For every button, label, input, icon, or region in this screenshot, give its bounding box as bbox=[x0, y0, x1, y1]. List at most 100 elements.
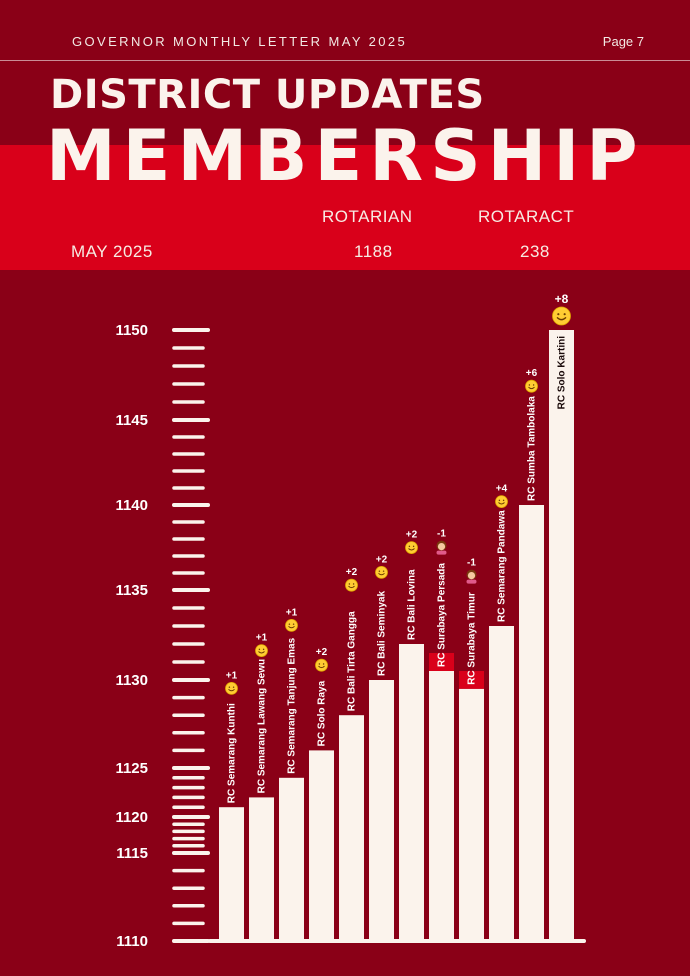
header-divider bbox=[0, 0, 690, 61]
month-label: MAY 2025 bbox=[71, 242, 153, 261]
smile-icon-eye bbox=[378, 570, 381, 572]
smile-icon bbox=[552, 306, 571, 326]
smile-icon bbox=[315, 658, 328, 672]
y-tick-label: 1110 bbox=[116, 933, 148, 950]
bar bbox=[309, 750, 334, 941]
smile-icon-eye bbox=[412, 545, 415, 548]
bar bbox=[489, 626, 514, 941]
smile-icon-eye bbox=[502, 499, 505, 502]
bar bbox=[369, 680, 394, 941]
bar bbox=[339, 715, 364, 941]
bar bbox=[219, 807, 244, 941]
smile-icon-mouth bbox=[348, 585, 355, 589]
smile-icon-eye bbox=[557, 313, 560, 316]
smile-icon-eye bbox=[498, 499, 501, 502]
bar-category-label: RC Semarang Kunthi bbox=[227, 703, 238, 803]
y-tick-label: 1115 bbox=[116, 845, 148, 862]
smile-icon-eye bbox=[532, 384, 535, 386]
bar-category-label: RC Solo Kartini bbox=[557, 336, 568, 410]
smile-icon-eye bbox=[228, 686, 231, 688]
bar bbox=[249, 797, 274, 941]
smile-icon-mouth bbox=[258, 651, 265, 654]
smile-icon bbox=[255, 644, 268, 657]
smile-icon-eye bbox=[262, 648, 265, 651]
smile-icon-eye bbox=[382, 570, 385, 572]
smile-icon bbox=[345, 578, 358, 592]
y-tick-label: 1130 bbox=[115, 672, 148, 689]
sad-person-icon-face bbox=[467, 572, 476, 580]
bar bbox=[429, 671, 454, 941]
rotarian-count: 1188 bbox=[354, 242, 393, 261]
smile-icon-eye bbox=[288, 623, 291, 625]
bar bbox=[399, 644, 424, 941]
bar-category-label: RC Semarang Tanjung Emas bbox=[287, 637, 298, 773]
smile-icon-mouth bbox=[528, 386, 535, 390]
page-number: Page 7 bbox=[602, 34, 644, 49]
sad-person-icon-body bbox=[466, 579, 477, 584]
newsletter-title: GOVERNOR MONTHLY LETTER MAY 2025 bbox=[72, 34, 408, 49]
smile-icon bbox=[525, 379, 538, 393]
rotarian-header: ROTARIAN bbox=[322, 207, 413, 226]
bar-change-label: +6 bbox=[526, 368, 538, 379]
smile-icon-mouth bbox=[318, 665, 325, 669]
page-title: MEMBERSHIP bbox=[46, 115, 645, 197]
bar-change-label: +8 bbox=[555, 292, 569, 306]
smile-icon-eye bbox=[563, 313, 566, 316]
y-tick-label: 1145 bbox=[115, 412, 148, 429]
bar-change-label: +4 bbox=[496, 484, 508, 495]
rotaract-header: ROTARACT bbox=[478, 207, 575, 226]
smile-icon-eye bbox=[232, 686, 235, 688]
rotaract-count: 238 bbox=[520, 242, 550, 261]
smile-icon-mouth bbox=[408, 548, 415, 551]
bar-change-label: +2 bbox=[376, 554, 388, 565]
smile-icon-mouth bbox=[228, 688, 235, 692]
smile-icon-mouth bbox=[498, 502, 505, 505]
bar-category-label: RC Bali Tirta Gangga bbox=[347, 611, 358, 711]
bar-category-label: RC Surabaya Timur bbox=[467, 592, 478, 685]
sad-person-icon-body bbox=[436, 550, 447, 555]
bar-category-label: RC Bali Seminyak bbox=[377, 591, 388, 676]
smile-icon bbox=[285, 619, 298, 632]
membership-band bbox=[0, 145, 690, 270]
smile-icon-eye bbox=[528, 384, 531, 386]
bar bbox=[519, 505, 544, 941]
bar-change-label: +1 bbox=[286, 607, 298, 618]
bar-change-label: +1 bbox=[226, 670, 238, 681]
bar-decrease-segment bbox=[459, 671, 484, 689]
bar-category-label: RC Solo Raya bbox=[317, 680, 328, 746]
y-tick-label: 1120 bbox=[115, 809, 148, 826]
bar bbox=[549, 330, 574, 941]
bar-decrease-segment bbox=[429, 653, 454, 671]
bar bbox=[459, 688, 484, 941]
smile-icon bbox=[375, 566, 388, 579]
smile-icon-eye bbox=[352, 583, 355, 585]
bar-category-label: RC Sumba Tambolaka bbox=[527, 396, 538, 501]
smile-icon-eye bbox=[292, 623, 295, 625]
smile-icon-mouth bbox=[556, 316, 567, 321]
bar bbox=[279, 777, 304, 941]
section-title: DISTRICT UPDATES bbox=[50, 72, 485, 118]
y-tick-label: 1150 bbox=[115, 322, 148, 339]
smile-icon-eye bbox=[348, 583, 351, 585]
y-tick-label: 1135 bbox=[115, 582, 148, 599]
smile-icon-eye bbox=[258, 648, 261, 651]
y-tick-label: 1140 bbox=[115, 497, 148, 514]
smile-icon bbox=[225, 682, 238, 695]
bar-category-label: RC Surabaya Persada bbox=[437, 563, 448, 667]
smile-icon-mouth bbox=[378, 572, 385, 576]
smile-icon bbox=[405, 541, 418, 554]
sad-person-icon-face bbox=[437, 543, 446, 551]
smile-icon-eye bbox=[408, 545, 411, 548]
y-tick-label: 1125 bbox=[115, 760, 148, 777]
bar-change-label: -1 bbox=[437, 529, 446, 540]
bar-change-label: +2 bbox=[346, 567, 358, 578]
bar-category-label: RC Semarang Pandawa bbox=[497, 510, 508, 622]
smile-icon-eye bbox=[322, 663, 325, 665]
bar-change-label: +2 bbox=[316, 647, 328, 658]
bar-change-label: -1 bbox=[467, 558, 476, 569]
bar-category-label: RC Semarang Lawang Sewu bbox=[257, 659, 268, 793]
smile-icon-eye bbox=[318, 663, 321, 665]
bar-category-label: RC Bali Lovina bbox=[407, 569, 418, 640]
smile-icon-mouth bbox=[288, 625, 295, 629]
